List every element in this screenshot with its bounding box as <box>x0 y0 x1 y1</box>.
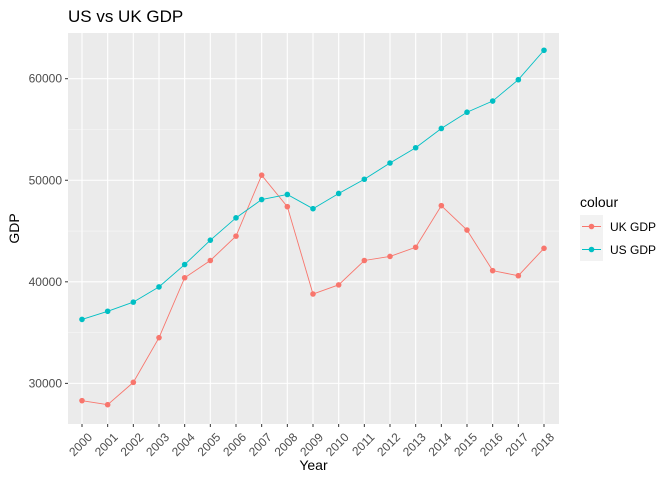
legend-key-point <box>588 246 595 253</box>
data-point-uk-gdp <box>130 379 137 386</box>
x-axis: 2000200120022003200420052006200720082009… <box>66 424 557 459</box>
data-point-uk-gdp <box>489 267 496 274</box>
grid-lines <box>68 33 559 424</box>
data-point-uk-gdp <box>233 233 239 239</box>
x-tick-label: 2015 <box>451 430 480 459</box>
data-point-uk-gdp <box>387 253 393 260</box>
x-tick-label: 2004 <box>169 430 198 459</box>
x-tick-label: 2008 <box>272 430 301 459</box>
series-uk-gdp <box>79 172 547 408</box>
y-tick-label: 30000 <box>29 376 63 390</box>
data-point-us-gdp <box>207 237 214 243</box>
legend-label: US GDP <box>610 243 656 257</box>
data-point-us-gdp <box>130 299 137 305</box>
data-point-uk-gdp <box>541 245 547 252</box>
data-point-us-gdp <box>464 109 470 116</box>
legend-item-us-gdp: US GDP <box>580 238 656 261</box>
chart-title: US vs UK GDP <box>68 7 183 26</box>
data-point-uk-gdp <box>104 401 111 408</box>
y-tick-label: 60000 <box>29 72 63 86</box>
data-point-us-gdp <box>412 144 419 151</box>
data-point-us-gdp <box>438 125 445 132</box>
data-point-uk-gdp <box>156 334 162 341</box>
data-point-us-gdp <box>310 205 316 212</box>
x-tick-label: 2012 <box>374 430 403 459</box>
data-point-us-gdp <box>181 261 188 268</box>
x-tick-label: 2005 <box>195 430 224 459</box>
legend-item-uk-gdp: UK GDP <box>580 215 656 238</box>
x-tick-label: 2017 <box>503 430 532 459</box>
data-point-us-gdp <box>541 47 547 54</box>
x-tick-label: 2013 <box>400 430 429 459</box>
x-tick-label: 2016 <box>477 430 506 459</box>
data-point-uk-gdp <box>181 274 188 281</box>
series-us-gdp <box>79 47 547 323</box>
x-tick-label: 2018 <box>528 430 557 459</box>
data-point-uk-gdp <box>412 244 419 251</box>
data-point-uk-gdp <box>207 257 214 264</box>
data-point-us-gdp <box>104 308 111 315</box>
data-point-uk-gdp <box>515 272 522 279</box>
x-tick-label: 2003 <box>143 430 172 459</box>
data-point-us-gdp <box>515 76 522 83</box>
x-tick-label: 2001 <box>92 430 121 459</box>
legend-title: colour <box>580 194 618 210</box>
data-point-us-gdp <box>258 196 265 203</box>
series-layer <box>79 47 547 408</box>
data-point-uk-gdp <box>284 203 291 210</box>
data-point-us-gdp <box>335 190 342 197</box>
data-point-us-gdp <box>284 191 291 198</box>
data-point-us-gdp <box>156 284 162 290</box>
x-tick-label: 2006 <box>220 430 249 459</box>
data-point-uk-gdp <box>335 282 342 288</box>
data-point-uk-gdp <box>258 172 265 178</box>
x-tick-label: 2011 <box>349 430 377 458</box>
legend-label: UK GDP <box>610 220 656 234</box>
y-axis-title: GDP <box>6 213 22 243</box>
x-tick-label: 2002 <box>118 430 147 459</box>
data-point-us-gdp <box>387 160 393 166</box>
x-tick-label: 2014 <box>426 430 455 459</box>
y-tick-label: 50000 <box>29 173 63 187</box>
x-tick-label: 2007 <box>246 430 275 459</box>
data-point-uk-gdp <box>79 397 85 404</box>
legend: colour UK GDP US GDP <box>580 194 656 261</box>
data-point-us-gdp <box>233 215 239 221</box>
y-axis: 30000 40000 50000 60000 <box>29 72 68 390</box>
x-tick-label: 2009 <box>297 430 326 459</box>
x-tick-label: 2010 <box>323 430 352 459</box>
data-point-us-gdp <box>489 98 496 104</box>
x-axis-title: Year <box>299 457 328 473</box>
y-tick-label: 40000 <box>29 275 63 289</box>
data-point-uk-gdp <box>310 291 316 297</box>
data-point-us-gdp <box>79 316 85 323</box>
data-point-uk-gdp <box>438 202 445 209</box>
legend-key-point <box>588 223 595 230</box>
x-tick-label: 2000 <box>66 430 95 459</box>
data-point-uk-gdp <box>361 257 368 264</box>
data-point-us-gdp <box>361 176 368 183</box>
data-point-uk-gdp <box>464 227 470 233</box>
